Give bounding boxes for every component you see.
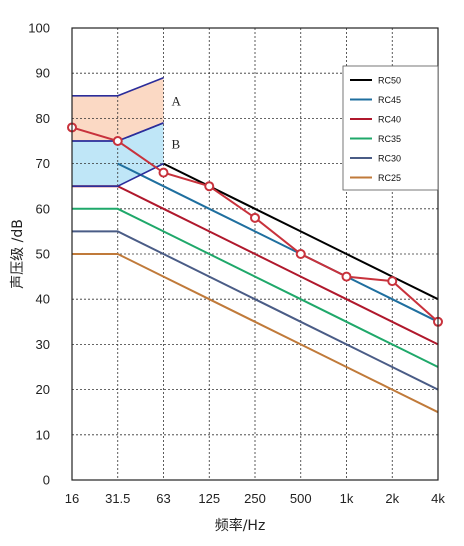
zone-b-fill <box>72 122 164 187</box>
zone-b-label: B <box>172 136 181 151</box>
y-tick-label: 80 <box>36 111 50 126</box>
legend-label-rc40: RC40 <box>378 115 401 125</box>
x-tick-label: 63 <box>156 491 170 506</box>
y-tick-label: 30 <box>36 337 50 352</box>
legend-label-rc35: RC35 <box>378 134 401 144</box>
legend-label-rc30: RC30 <box>378 154 401 164</box>
legend-items: RC50 RC45 RC40 RC35 RC30 RC25 <box>350 76 401 183</box>
measured-point <box>295 249 306 259</box>
measured-point <box>204 181 215 192</box>
y-tick-label: 10 <box>36 427 50 442</box>
y-tick-label: 50 <box>36 247 50 262</box>
legend-label-rc45: RC45 <box>378 95 401 105</box>
legend: RC50 RC45 RC40 RC35 RC30 RC25 <box>342 65 439 191</box>
zone-b-bottom-border <box>72 162 164 187</box>
zone-a-label: A <box>172 93 182 108</box>
plot-frame <box>71 27 439 481</box>
measured-point <box>341 271 352 282</box>
x-tick-label: 250 <box>244 491 266 506</box>
measured-point <box>250 212 260 223</box>
y-tick-label: 40 <box>36 292 50 307</box>
measured-point <box>158 167 169 178</box>
y-tick-label: 100 <box>28 21 50 36</box>
measured-layer <box>67 122 443 327</box>
legend-label-rc25: RC25 <box>378 173 401 183</box>
ticks-layer: 0 10 20 30 40 50 60 70 80 90 100 16 31.5 63 125 250 500 1… <box>28 21 445 507</box>
measured-point <box>112 136 123 146</box>
zone-borders-layer: AB <box>72 76 182 187</box>
x-tick-label: 2k <box>385 491 399 506</box>
y-tick-label: 90 <box>36 66 50 81</box>
series-rc35-line <box>72 207 439 368</box>
x-tick-label: 125 <box>198 491 220 506</box>
legend-box <box>342 65 439 191</box>
x-tick-label: 4k <box>431 491 445 506</box>
series-rc30-line <box>72 230 439 391</box>
legend-label-rc50: RC50 <box>378 76 401 86</box>
x-tick-label: 1k <box>340 491 354 506</box>
x-tick-label: 31.5 <box>105 491 130 506</box>
y-tick-label: 20 <box>36 382 50 397</box>
axes-layer <box>71 27 439 481</box>
x-tick-label: 500 <box>290 491 312 506</box>
series-rc40-line <box>72 185 439 346</box>
y-tick-label: 60 <box>36 201 50 216</box>
y-tick-label: 70 <box>36 156 50 171</box>
series-rc25-line <box>72 253 439 414</box>
y-axis-title: 声压级 /dB <box>10 219 26 289</box>
y-tick-label: 0 <box>43 473 50 488</box>
measured-point <box>387 276 398 287</box>
x-tick-label: 16 <box>65 491 79 506</box>
zone-a-top-border <box>72 76 164 97</box>
x-axis-title: 频率/Hz <box>215 517 266 534</box>
series-rc45-line <box>117 162 439 323</box>
